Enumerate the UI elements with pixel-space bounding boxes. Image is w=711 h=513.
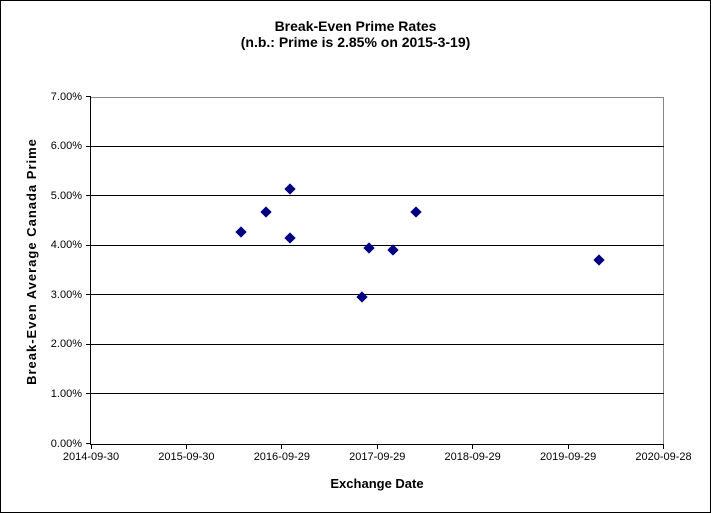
x-tick-label: 2015-09-30 bbox=[158, 451, 215, 463]
chart-subtitle: (n.b.: Prime is 2.85% on 2015-3-19) bbox=[240, 33, 471, 50]
x-axis-tick bbox=[185, 444, 187, 449]
x-tick-label: 2018-09-29 bbox=[444, 451, 501, 463]
gridline bbox=[91, 343, 664, 345]
x-axis-tick bbox=[281, 444, 283, 449]
y-tick-label: 1.00% bbox=[50, 387, 82, 400]
x-axis-tick bbox=[472, 444, 474, 449]
gridline bbox=[91, 393, 664, 395]
x-axis-title: Exchange Date bbox=[330, 476, 424, 491]
y-axis-tick bbox=[86, 443, 91, 444]
y-tick-label: 5.00% bbox=[50, 189, 82, 202]
y-axis-tick bbox=[86, 145, 91, 147]
plot-area bbox=[91, 96, 664, 444]
y-tick-label: 4.00% bbox=[50, 239, 82, 252]
x-axis-tick bbox=[90, 444, 92, 449]
y-tick-label: 0.00% bbox=[50, 437, 82, 450]
x-axis-tick bbox=[567, 444, 569, 449]
y-axis-tick bbox=[86, 393, 91, 395]
gridline bbox=[91, 294, 664, 296]
gridline bbox=[91, 244, 664, 246]
chart-title-block: Break-Even Prime Rates (n.b.: Prime is 2… bbox=[1, 18, 710, 50]
y-tick-label: 3.00% bbox=[50, 288, 82, 301]
chart-title: Break-Even Prime Rates bbox=[274, 18, 437, 34]
gridline bbox=[91, 145, 664, 147]
x-tick-label: 2016-09-29 bbox=[253, 451, 310, 463]
y-tick-label: 7.00% bbox=[50, 90, 82, 103]
x-axis-tick bbox=[376, 444, 378, 449]
y-axis-tick bbox=[86, 244, 91, 246]
x-tick-label: 2014-09-30 bbox=[62, 451, 120, 463]
x-tick-label: 2017-09-29 bbox=[349, 451, 406, 463]
y-tick-label: 6.00% bbox=[50, 140, 82, 153]
x-axis-tick bbox=[663, 444, 664, 449]
y-axis-tick bbox=[86, 343, 91, 345]
x-tick-label: 2019-09-29 bbox=[539, 451, 597, 463]
y-axis-tick bbox=[86, 195, 91, 197]
x-tick-label: 2020-09-28 bbox=[635, 451, 692, 463]
y-axis-title: Break-Even Average Canada Prime bbox=[24, 138, 39, 385]
y-axis-line bbox=[90, 96, 91, 444]
y-axis-tick bbox=[86, 294, 91, 296]
gridline bbox=[91, 195, 664, 197]
y-axis-tick bbox=[86, 96, 91, 97]
y-tick-label: 2.00% bbox=[50, 338, 82, 351]
